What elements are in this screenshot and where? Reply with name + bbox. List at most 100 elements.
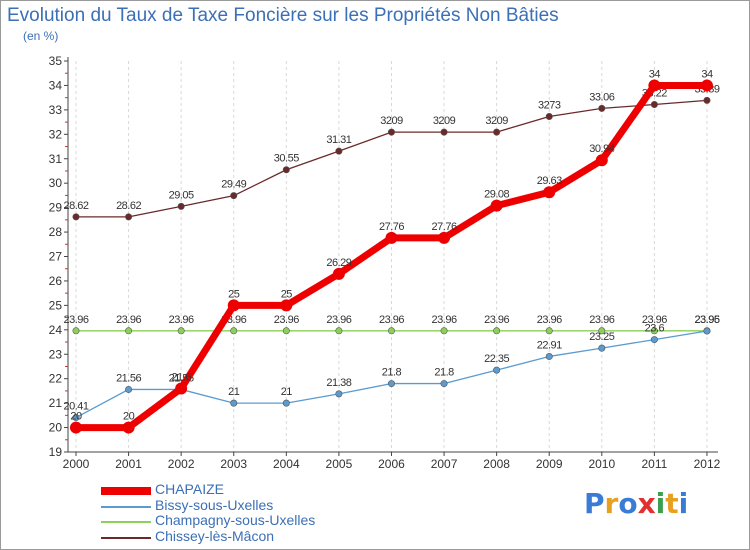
y-tick-label: 30 xyxy=(49,176,63,190)
data-point xyxy=(438,231,451,244)
data-point xyxy=(177,202,185,210)
data-label: 22.91 xyxy=(537,339,562,351)
proxiti-logo: Proxiti xyxy=(584,487,688,520)
data-label: 34 xyxy=(701,68,713,80)
data-label: 23.96 xyxy=(379,314,404,326)
data-point xyxy=(648,79,661,92)
y-tick-label: 29 xyxy=(49,201,63,215)
legend-swatch xyxy=(101,521,151,523)
data-point xyxy=(72,414,80,422)
legend-swatch xyxy=(101,487,151,495)
y-tick-label: 28 xyxy=(49,225,63,239)
logo-letter: P xyxy=(584,487,605,520)
legend-label: Champagny-sous-Uxelles xyxy=(155,512,316,528)
data-point xyxy=(280,299,293,312)
y-tick-label: 21 xyxy=(49,396,63,410)
data-point xyxy=(125,327,133,335)
data-label: 23.96 xyxy=(589,314,614,326)
data-label: 21.8 xyxy=(434,367,454,379)
data-point xyxy=(490,199,503,212)
data-label: 23.96 xyxy=(169,314,194,326)
x-tick-label: 2003 xyxy=(220,457,247,471)
y-tick-label: 22 xyxy=(49,372,63,386)
y-tick-label: 35 xyxy=(49,54,63,68)
data-label: 33.06 xyxy=(589,91,614,103)
data-label: 28.62 xyxy=(116,200,141,212)
legend-swatch xyxy=(101,506,151,508)
data-point xyxy=(650,327,658,335)
data-point xyxy=(125,213,133,221)
x-tick-label: 2002 xyxy=(168,457,195,471)
data-point xyxy=(598,344,606,352)
data-point xyxy=(387,128,395,136)
data-label: 27.76 xyxy=(379,221,404,233)
data-label: 21.8 xyxy=(382,367,402,379)
data-label: 25 xyxy=(228,288,240,300)
x-tick-label: 2000 xyxy=(63,457,90,471)
data-label: 3209 xyxy=(380,115,403,127)
logo-letter: o xyxy=(618,487,638,520)
data-point xyxy=(177,327,185,335)
data-point xyxy=(282,166,290,174)
data-point xyxy=(122,421,135,434)
data-label: 26.29 xyxy=(326,257,351,269)
data-point xyxy=(545,352,553,360)
x-tick-label: 2010 xyxy=(588,457,615,471)
data-label: 23.96 xyxy=(274,314,299,326)
data-point xyxy=(650,336,658,344)
unit-label: (en %) xyxy=(23,29,59,43)
data-label: 21.56 xyxy=(116,372,141,384)
data-point xyxy=(332,267,345,280)
data-point xyxy=(700,79,713,92)
legend-label: CHAPAIZE xyxy=(155,481,224,497)
data-point xyxy=(493,327,501,335)
data-label: 21.38 xyxy=(326,377,351,389)
data-point xyxy=(703,327,711,335)
logo-letter: x xyxy=(637,487,656,520)
y-tick-label: 24 xyxy=(49,323,63,337)
data-point xyxy=(387,327,395,335)
data-label: 21.6 xyxy=(171,371,191,383)
data-label: 22.35 xyxy=(484,353,509,365)
logo-letter: i xyxy=(655,487,666,520)
data-label: 29.05 xyxy=(169,189,194,201)
legend-swatch xyxy=(101,537,151,539)
data-label: 21 xyxy=(228,386,240,398)
data-point xyxy=(598,104,606,112)
y-tick-label: 27 xyxy=(49,250,63,264)
data-point xyxy=(230,399,238,407)
data-label: 25 xyxy=(281,288,293,300)
legend-label: Chissey-lès-Mâcon xyxy=(155,528,275,544)
x-tick-label: 2012 xyxy=(694,457,721,471)
data-point xyxy=(387,380,395,388)
data-label: 29.08 xyxy=(484,189,509,201)
data-label: 23.96 xyxy=(537,314,562,326)
data-label: 23.96 xyxy=(694,314,719,326)
data-label: 3209 xyxy=(433,115,456,127)
data-point xyxy=(72,213,80,221)
data-label: 23.95 xyxy=(694,314,719,326)
data-label: 34 xyxy=(649,68,661,80)
data-label: 31.31 xyxy=(326,134,351,146)
x-tick-label: 2007 xyxy=(431,457,458,471)
data-point xyxy=(230,192,238,200)
data-point xyxy=(227,299,240,312)
x-tick-label: 2009 xyxy=(536,457,563,471)
y-tick-label: 25 xyxy=(49,298,63,312)
data-point xyxy=(125,385,133,393)
data-point xyxy=(703,96,711,104)
data-label: 29.49 xyxy=(221,179,246,191)
data-label: 29.63 xyxy=(537,175,562,187)
y-tick-label: 23 xyxy=(49,347,63,361)
x-tick-label: 2004 xyxy=(273,457,300,471)
logo-letter: i xyxy=(678,487,689,520)
data-point xyxy=(282,399,290,407)
data-label: 20.41 xyxy=(63,401,88,413)
y-tick-label: 31 xyxy=(49,152,63,166)
data-point xyxy=(545,112,553,120)
data-label: 23.96 xyxy=(63,314,88,326)
y-tick-label: 20 xyxy=(49,421,63,435)
data-label: 23.96 xyxy=(116,314,141,326)
data-point xyxy=(175,382,188,395)
